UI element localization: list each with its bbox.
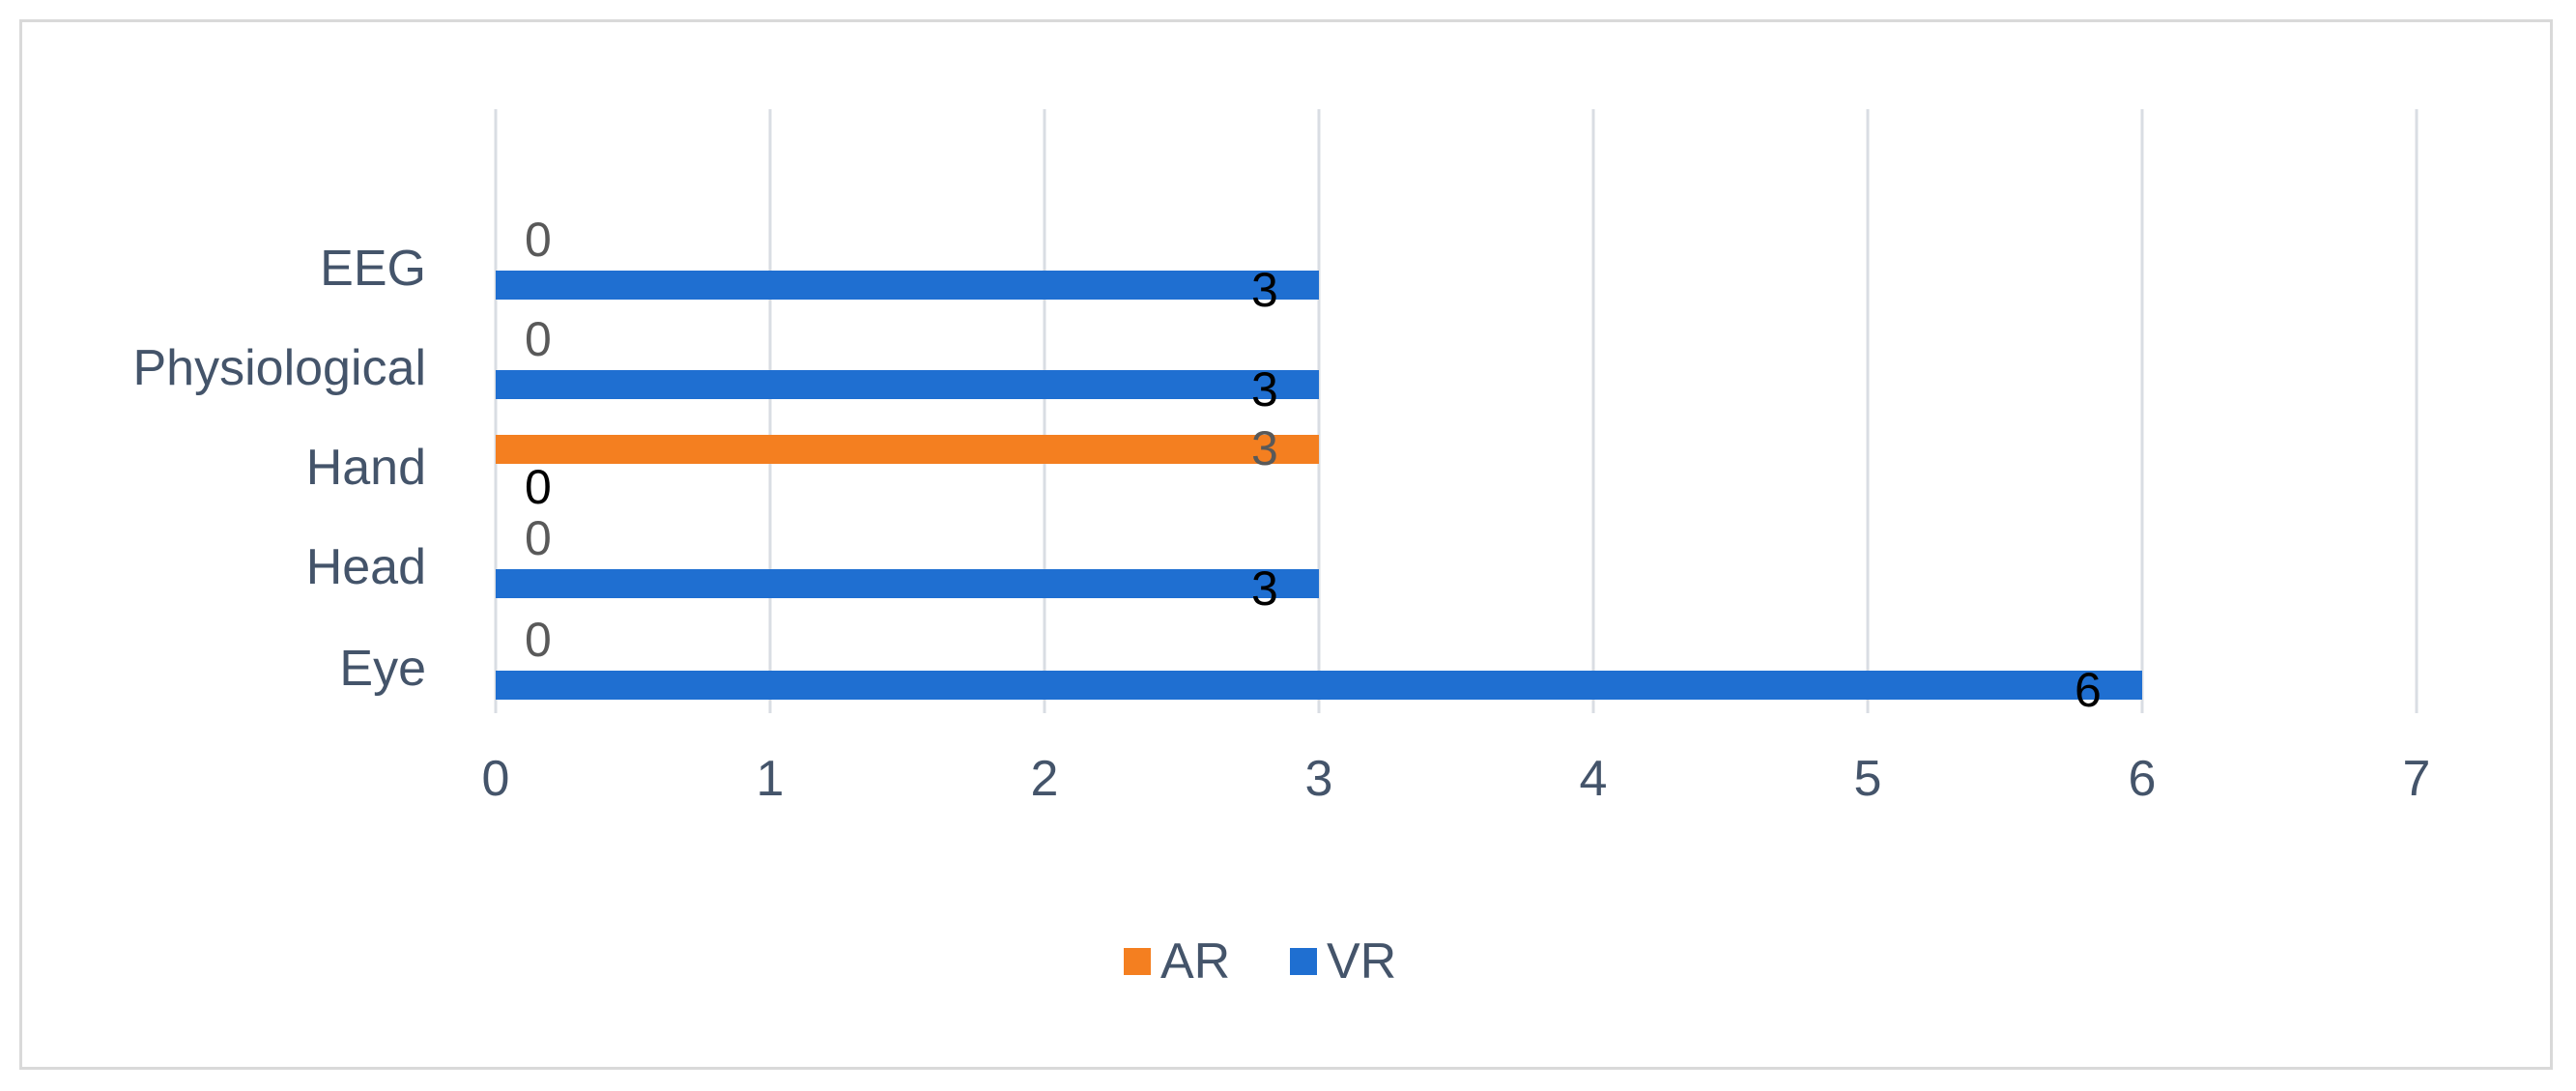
category-labels: Eye Head Hand Physiological EEG [133,241,427,697]
legend-label-ar: AR [1160,933,1230,990]
data-label-vr: 3 [1251,362,1278,416]
x-tick-label: 6 [2129,751,2157,807]
data-label-vr: 3 [1251,263,1278,317]
data-label-ar: 0 [525,213,552,267]
data-label-ar: 0 [525,511,552,565]
x-tick-label: 3 [1305,751,1333,807]
bar-vr [496,370,1319,399]
x-tick-label: 5 [1854,751,1882,807]
bar-vr [496,271,1319,300]
x-tick-label: 4 [1580,751,1608,807]
data-label-vr: 0 [525,460,552,514]
data-label-ar: 0 [525,312,552,366]
category-label: Physiological [133,340,427,396]
legend-label-vr: VR [1327,933,1396,990]
legend: AR VR [1124,933,1396,990]
data-label-vr: 6 [2075,663,2102,717]
data-label-ar: 0 [525,613,552,667]
legend-swatch-ar [1124,948,1151,975]
category-label: Head [306,539,426,595]
data-label-ar: 3 [1251,421,1278,475]
x-tick-label: 2 [1031,751,1059,807]
x-tick-label: 0 [482,751,510,807]
bar-ar [496,435,1319,464]
x-tick-labels: 0 1 2 3 4 5 6 7 [482,751,2431,807]
x-tick-label: 1 [757,751,785,807]
gridlines [494,109,2419,713]
category-label: Hand [306,440,426,496]
bar-vr [496,671,2142,700]
data-label-vr: 3 [1251,561,1278,616]
x-tick-label: 7 [2403,751,2431,807]
legend-swatch-vr [1290,948,1317,975]
category-label: Eye [339,641,426,697]
category-label: EEG [320,241,426,297]
bar-vr [496,569,1319,598]
bars [496,271,2142,700]
